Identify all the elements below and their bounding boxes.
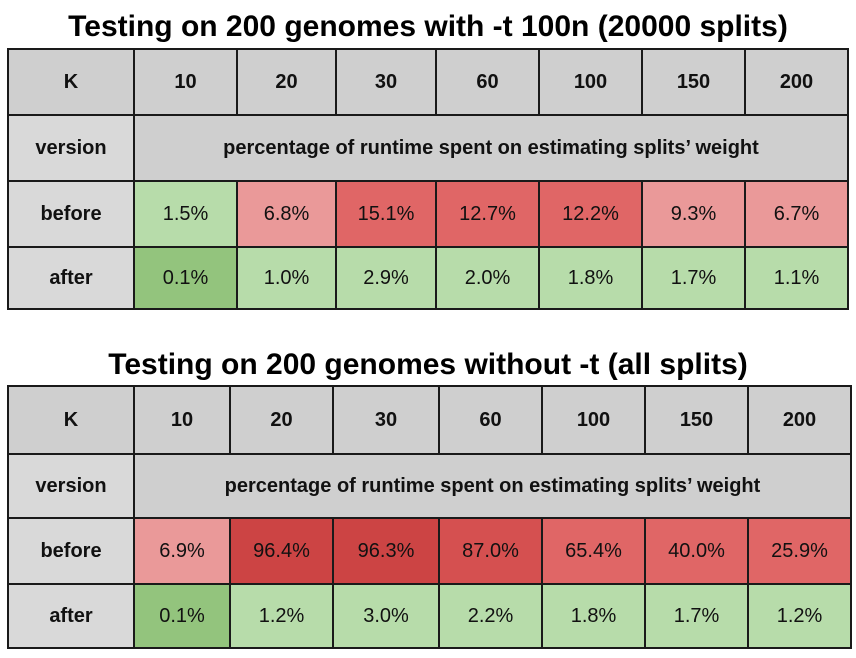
value-cell: 1.7%: [641, 246, 746, 310]
value-cell: 12.7%: [435, 180, 540, 248]
k-value-header: 200: [744, 48, 849, 116]
subheader-row: version percentage of runtime spent on es…: [7, 114, 849, 182]
value-cell: 0.1%: [133, 583, 231, 649]
metric-description-cell: percentage of runtime spent on estimatin…: [133, 114, 849, 182]
value-cell: 3.0%: [332, 583, 440, 649]
value-cell: 2.2%: [438, 583, 543, 649]
table-row: before 6.9% 96.4% 96.3% 87.0% 65.4% 40.0% 25.9%: [7, 517, 852, 585]
value-cell: 40.0%: [644, 517, 749, 585]
row-label-cell: after: [7, 583, 135, 649]
value-cell: 1.2%: [229, 583, 334, 649]
value-cell: 2.9%: [335, 246, 437, 310]
version-label-cell: version: [7, 453, 135, 519]
value-cell: 6.7%: [744, 180, 849, 248]
value-cell: 1.8%: [541, 583, 646, 649]
row-label-cell: after: [7, 246, 135, 310]
subheader-row: version percentage of runtime spent on es…: [7, 453, 852, 519]
value-cell: 1.1%: [744, 246, 849, 310]
k-value-header: 150: [644, 385, 749, 455]
value-cell: 2.0%: [435, 246, 540, 310]
value-cell: 1.2%: [747, 583, 852, 649]
table-title: Testing on 200 genomes with -t 100n (200…: [68, 10, 788, 43]
runtime-table-with-t: K 10 20 30 60 100 150 200 version percentage of r…: [7, 48, 849, 310]
value-cell: 87.0%: [438, 517, 543, 585]
k-value-header: 100: [538, 48, 643, 116]
value-cell: 96.4%: [229, 517, 334, 585]
k-value-header: 20: [229, 385, 334, 455]
row-label-cell: before: [7, 180, 135, 248]
k-value-header: 30: [332, 385, 440, 455]
k-value-header: 150: [641, 48, 746, 116]
value-cell: 12.2%: [538, 180, 643, 248]
version-label-cell: version: [7, 114, 135, 182]
k-value-header: 20: [236, 48, 337, 116]
k-value-header: 200: [747, 385, 852, 455]
value-cell: 6.9%: [133, 517, 231, 585]
value-cell: 1.8%: [538, 246, 643, 310]
value-cell: 96.3%: [332, 517, 440, 585]
k-header-cell: K: [7, 385, 135, 455]
k-value-header: 60: [438, 385, 543, 455]
value-cell: 15.1%: [335, 180, 437, 248]
value-cell: 1.0%: [236, 246, 337, 310]
value-cell: 65.4%: [541, 517, 646, 585]
header-row: K 10 20 30 60 100 150 200: [7, 48, 849, 116]
table-row: after 0.1% 1.0% 2.9% 2.0% 1.8% 1.7% 1.1%: [7, 246, 849, 310]
k-value-header: 10: [133, 385, 231, 455]
runtime-table-all-splits: K 10 20 30 60 100 150 200 version percentage of r…: [7, 385, 852, 649]
value-cell: 6.8%: [236, 180, 337, 248]
k-value-header: 100: [541, 385, 646, 455]
k-value-header: 10: [133, 48, 238, 116]
table-row: after 0.1% 1.2% 3.0% 2.2% 1.8% 1.7% 1.2%: [7, 583, 852, 649]
table-title: Testing on 200 genomes without -t (all s…: [108, 348, 748, 381]
value-cell: 1.5%: [133, 180, 238, 248]
table-row: before 1.5% 6.8% 15.1% 12.7% 12.2% 9.3% 6.7%: [7, 180, 849, 248]
metric-description-cell: percentage of runtime spent on estimatin…: [133, 453, 852, 519]
value-cell: 9.3%: [641, 180, 746, 248]
value-cell: 0.1%: [133, 246, 238, 310]
value-cell: 25.9%: [747, 517, 852, 585]
k-value-header: 60: [435, 48, 540, 116]
header-row: K 10 20 30 60 100 150 200: [7, 385, 852, 455]
k-value-header: 30: [335, 48, 437, 116]
k-header-cell: K: [7, 48, 135, 116]
row-label-cell: before: [7, 517, 135, 585]
value-cell: 1.7%: [644, 583, 749, 649]
